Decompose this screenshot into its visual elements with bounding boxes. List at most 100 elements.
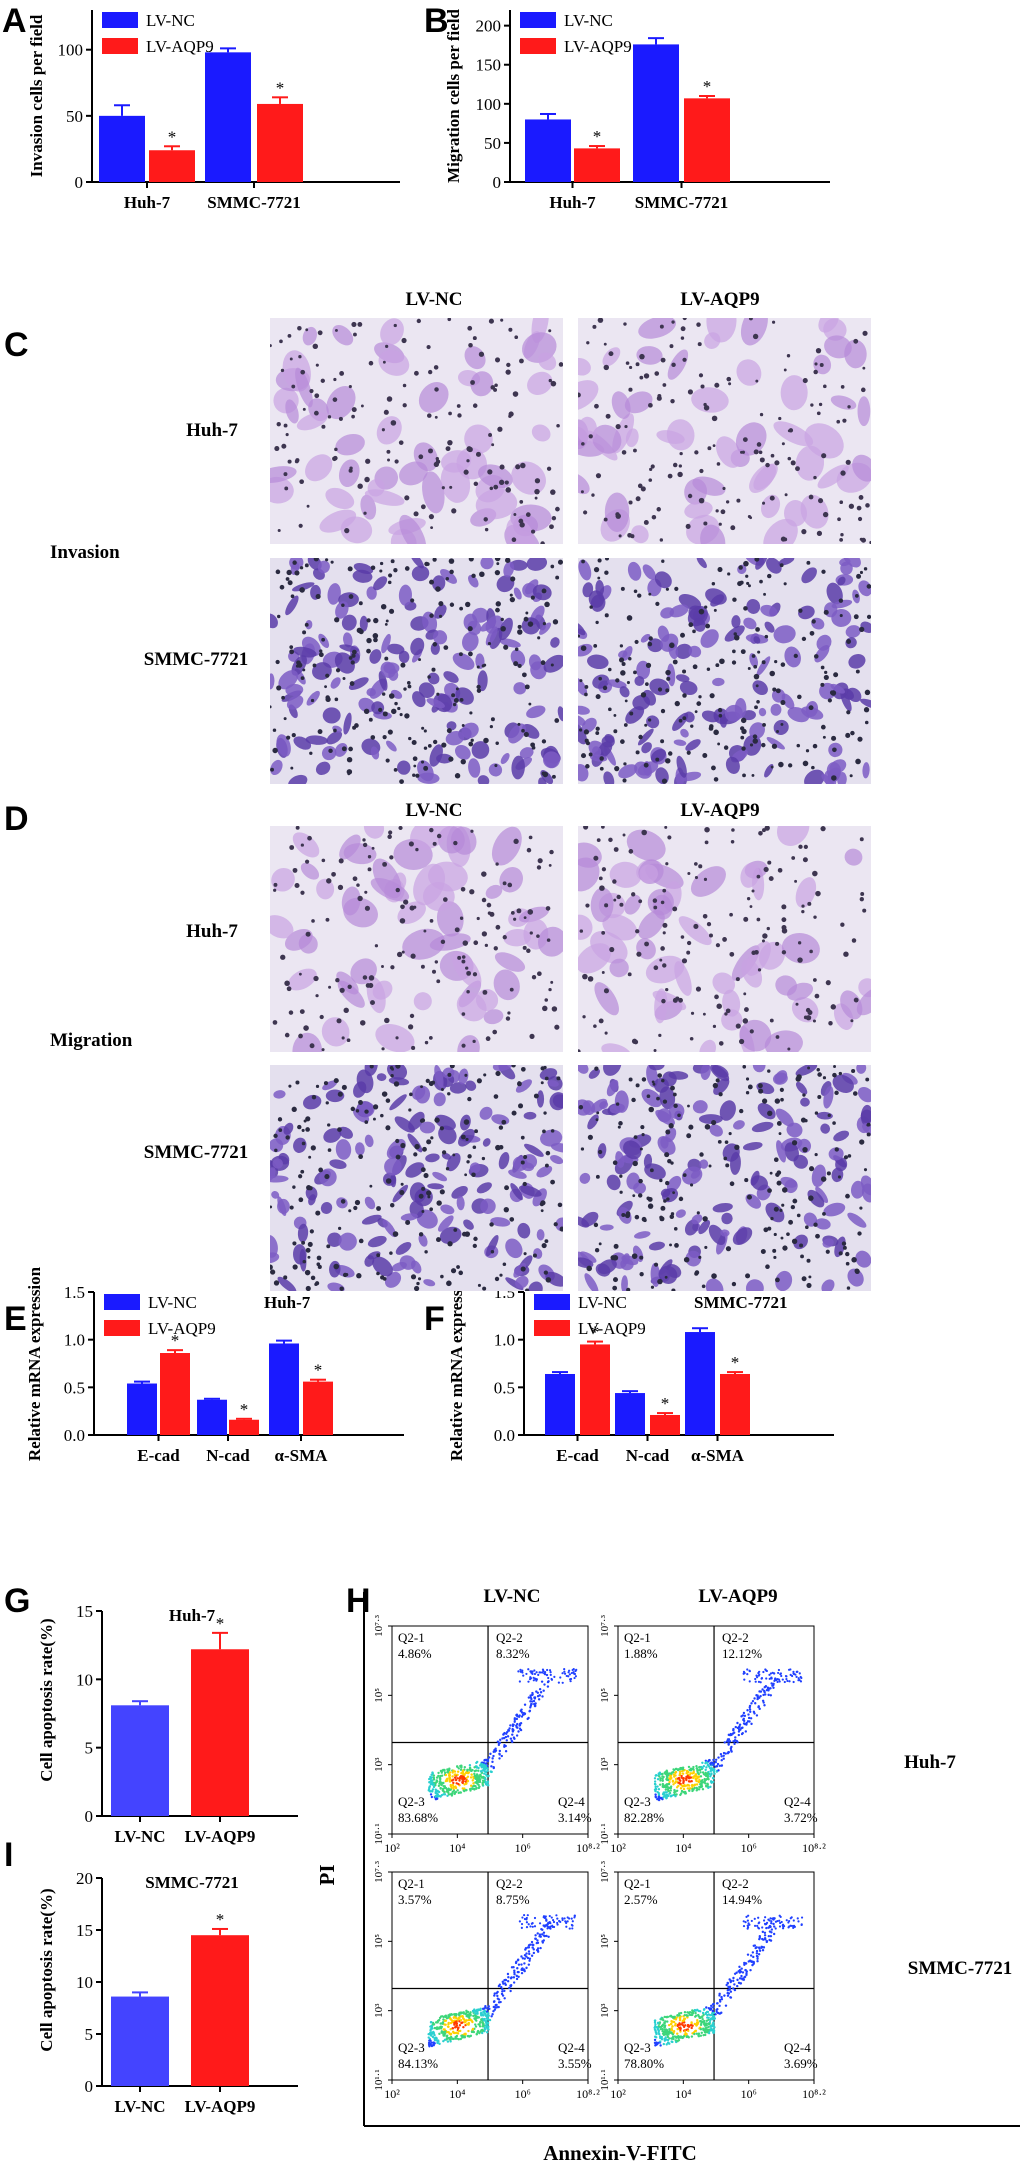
event-dot bbox=[533, 1925, 537, 1928]
quadrant-name-q2-1: Q2-1 bbox=[398, 1630, 425, 1645]
membrane-pore bbox=[823, 384, 827, 389]
event-dot bbox=[518, 1724, 521, 1727]
membrane-pore bbox=[467, 1096, 472, 1102]
event-dot bbox=[762, 1693, 765, 1697]
event-dot bbox=[690, 2035, 694, 2038]
cell bbox=[756, 656, 771, 677]
membrane-pore bbox=[717, 567, 723, 573]
event-dot bbox=[573, 1914, 576, 1918]
event-dot bbox=[763, 1931, 767, 1934]
membrane-pore bbox=[784, 493, 788, 497]
cell bbox=[270, 1138, 284, 1153]
membrane-pore bbox=[385, 344, 389, 349]
event-dot bbox=[697, 2009, 700, 2013]
membrane-pore bbox=[716, 1003, 722, 1009]
event-dot bbox=[515, 1717, 519, 1721]
event-dot bbox=[561, 1918, 564, 1922]
cell bbox=[510, 1183, 523, 1201]
cell bbox=[405, 1162, 425, 1178]
membrane-pore bbox=[542, 1129, 546, 1134]
event-dot bbox=[534, 1934, 537, 1937]
membrane-pore bbox=[738, 565, 743, 570]
membrane-pore bbox=[840, 470, 846, 476]
membrane-pore bbox=[544, 601, 550, 608]
event-dot bbox=[699, 2028, 703, 2031]
membrane-pore bbox=[540, 541, 545, 544]
cell bbox=[667, 349, 689, 380]
membrane-pore bbox=[315, 1281, 320, 1286]
event-dot bbox=[458, 1779, 461, 1782]
membrane-pore bbox=[690, 724, 694, 728]
event-dot bbox=[531, 1925, 534, 1928]
event-dot bbox=[653, 2038, 657, 2042]
membrane-pore bbox=[596, 1111, 600, 1115]
y-tick-label: 10 bbox=[76, 1670, 93, 1689]
membrane-pore bbox=[665, 587, 669, 591]
event-dot bbox=[519, 1728, 523, 1732]
membrane-pore bbox=[428, 448, 434, 454]
cell bbox=[739, 1019, 772, 1052]
membrane-pore bbox=[550, 564, 555, 569]
cell bbox=[372, 1256, 393, 1277]
membrane-pore bbox=[588, 434, 593, 439]
event-dot bbox=[785, 1675, 788, 1678]
event-dot bbox=[698, 1766, 701, 1769]
cell bbox=[800, 1097, 810, 1107]
membrane-pore bbox=[382, 711, 388, 717]
y-tick-label: 150 bbox=[476, 56, 502, 75]
membrane-pore bbox=[728, 1132, 732, 1136]
event-dot bbox=[694, 1773, 698, 1776]
event-dot bbox=[705, 2006, 708, 2009]
membrane-pore bbox=[367, 867, 372, 872]
event-dot bbox=[669, 1774, 672, 1778]
cell bbox=[359, 615, 368, 632]
membrane-pore bbox=[362, 838, 366, 842]
membrane-pore bbox=[462, 940, 469, 946]
event-dot bbox=[779, 1672, 782, 1676]
membrane-pore bbox=[520, 1160, 525, 1165]
membrane-pore bbox=[483, 737, 489, 744]
membrane-pore bbox=[608, 707, 612, 712]
membrane-pore bbox=[468, 342, 473, 348]
event-dot bbox=[742, 1722, 746, 1725]
event-dot bbox=[522, 1712, 526, 1715]
event-dot bbox=[525, 1672, 528, 1676]
cell bbox=[432, 630, 448, 645]
event-dot bbox=[436, 1792, 439, 1796]
event-dot bbox=[681, 1772, 685, 1775]
membrane-pore bbox=[840, 533, 844, 537]
membrane-pore bbox=[672, 659, 678, 665]
significance-mark: * bbox=[171, 1331, 180, 1350]
plot-frame bbox=[617, 1625, 815, 1835]
cell bbox=[847, 1268, 864, 1287]
membrane-pore bbox=[578, 634, 581, 638]
event-dot bbox=[668, 2030, 671, 2033]
cell bbox=[804, 423, 844, 459]
membrane-pore bbox=[421, 1210, 425, 1213]
cell bbox=[749, 653, 759, 668]
panel-letter-e: E bbox=[4, 1300, 27, 1338]
cell bbox=[685, 739, 701, 751]
cell bbox=[461, 722, 479, 739]
event-dot bbox=[673, 1775, 676, 1778]
membrane-pore bbox=[289, 1205, 294, 1210]
legend-swatch bbox=[534, 1294, 570, 1310]
event-dot bbox=[471, 1787, 474, 1791]
membrane-pore bbox=[357, 483, 363, 489]
cell bbox=[531, 424, 551, 442]
event-dot bbox=[671, 2025, 674, 2028]
event-dot bbox=[438, 2026, 441, 2029]
event-dot bbox=[799, 1675, 802, 1679]
cell bbox=[795, 1081, 808, 1095]
membrane-pore bbox=[770, 765, 774, 769]
membrane-pore bbox=[471, 1172, 476, 1177]
event-dot bbox=[668, 2027, 671, 2031]
membrane-pore bbox=[337, 1091, 343, 1097]
membrane-pore bbox=[379, 569, 383, 573]
cell bbox=[400, 1213, 418, 1221]
membrane-pore bbox=[324, 685, 327, 689]
bar-lvaqp9 bbox=[257, 103, 303, 182]
membrane-pore bbox=[357, 895, 363, 902]
membrane-pore bbox=[822, 735, 826, 739]
event-dot bbox=[702, 2013, 705, 2017]
